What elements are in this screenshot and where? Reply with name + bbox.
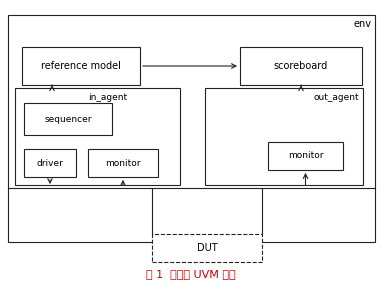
Text: driver: driver	[36, 159, 64, 168]
Text: sequencer: sequencer	[44, 115, 92, 124]
Bar	[268, 142, 343, 170]
Bar	[15, 88, 180, 185]
Bar	[205, 88, 363, 185]
Text: monitor: monitor	[105, 159, 141, 168]
Text: monitor: monitor	[288, 151, 323, 160]
Bar	[8, 15, 375, 242]
Bar	[240, 47, 362, 85]
Bar	[22, 47, 140, 85]
Text: out_agent: out_agent	[313, 93, 359, 102]
Text: DUT: DUT	[197, 243, 217, 253]
Text: reference model: reference model	[41, 61, 121, 71]
Bar	[24, 149, 76, 177]
Text: 图 1  典型的 UVM 平台: 图 1 典型的 UVM 平台	[146, 269, 236, 279]
Bar	[152, 234, 262, 262]
Bar	[88, 149, 158, 177]
Bar	[24, 103, 112, 135]
Text: env: env	[354, 19, 372, 29]
Text: scoreboard: scoreboard	[274, 61, 328, 71]
Text: in_agent: in_agent	[88, 93, 127, 102]
